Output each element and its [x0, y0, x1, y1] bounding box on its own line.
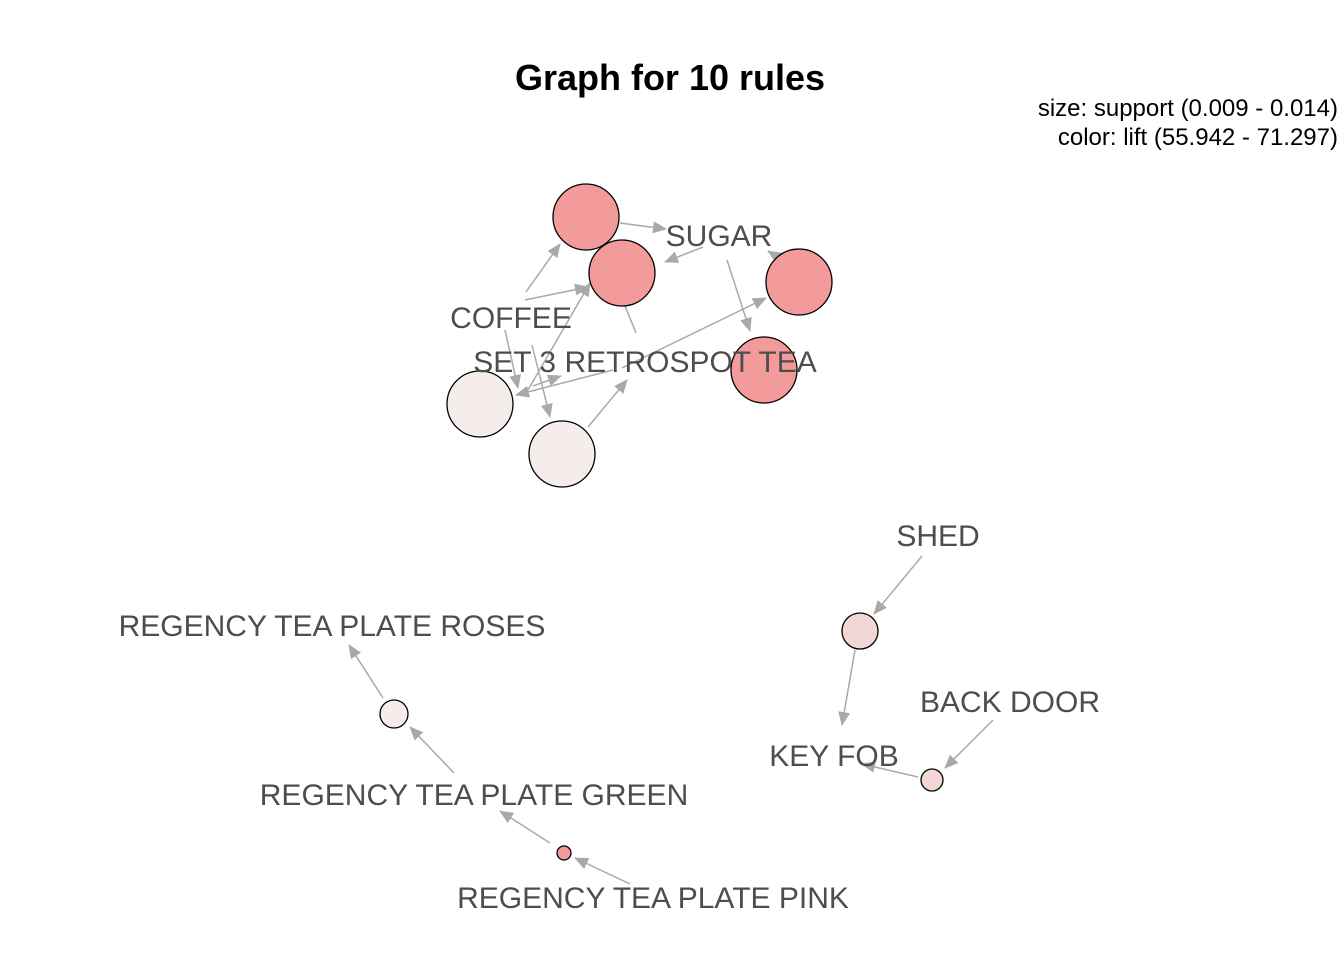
rule-node-r10	[556, 845, 572, 861]
rule-node-r4	[730, 336, 798, 404]
graph-title: Graph for 10 rules	[515, 57, 825, 98]
item-label-pink: REGENCY TEA PLATE PINK	[457, 882, 849, 915]
edge-arrow	[532, 374, 562, 387]
edge-arrow	[726, 259, 752, 332]
item-label-layer: SUGAR COFFEE SET 3 RETROSPOT TEA SHED KEY FO…	[119, 220, 1100, 915]
rule-node-r3	[765, 248, 833, 316]
item-label-set3: SET 3 RETROSPOT TEA	[473, 346, 816, 379]
edge-arrow	[838, 649, 856, 726]
legend-color: color: lift (55.942 - 71.297)	[1058, 124, 1338, 151]
rule-node-r7	[841, 612, 879, 650]
edge-arrow	[409, 726, 455, 774]
edge-arrow	[944, 719, 994, 769]
rule-node-r9	[379, 699, 409, 729]
edge-arrow	[525, 243, 561, 293]
item-label-coffee: COFFEE	[450, 302, 572, 335]
item-label-shed: SHED	[896, 520, 979, 553]
edge-arrow	[619, 221, 667, 234]
item-label-backdoor: BACK DOOR	[920, 686, 1100, 719]
item-label-green: REGENCY TEA PLATE GREEN	[260, 779, 688, 812]
edge-arrow	[499, 810, 551, 844]
rule-node-r2	[588, 239, 656, 307]
rule-node-layer	[379, 183, 944, 861]
edge-arrow	[587, 379, 628, 428]
edge-arrow	[861, 761, 919, 778]
edge-arrow	[524, 283, 589, 301]
rule-node-r1	[552, 183, 620, 251]
item-label-keyfob: KEY FOB	[769, 740, 899, 773]
edge-arrow	[515, 369, 614, 398]
edge-arrow	[531, 344, 553, 418]
edge-layer	[348, 221, 994, 885]
item-label-roses: REGENCY TEA PLATE ROSES	[119, 610, 546, 643]
edge-arrow	[621, 297, 767, 369]
legend-size: size: support (0.009 - 0.014)	[1038, 95, 1338, 122]
rule-node-r6	[528, 420, 596, 488]
edge-arrow	[873, 555, 923, 615]
rule-node-r8	[920, 768, 944, 792]
edge-arrow	[504, 329, 522, 389]
rule-node-r5	[446, 370, 514, 438]
edge-arrow	[664, 246, 704, 263]
item-label-sugar: SUGAR	[666, 220, 773, 253]
edge-arrow	[574, 857, 631, 885]
edge-arrow	[348, 644, 384, 699]
